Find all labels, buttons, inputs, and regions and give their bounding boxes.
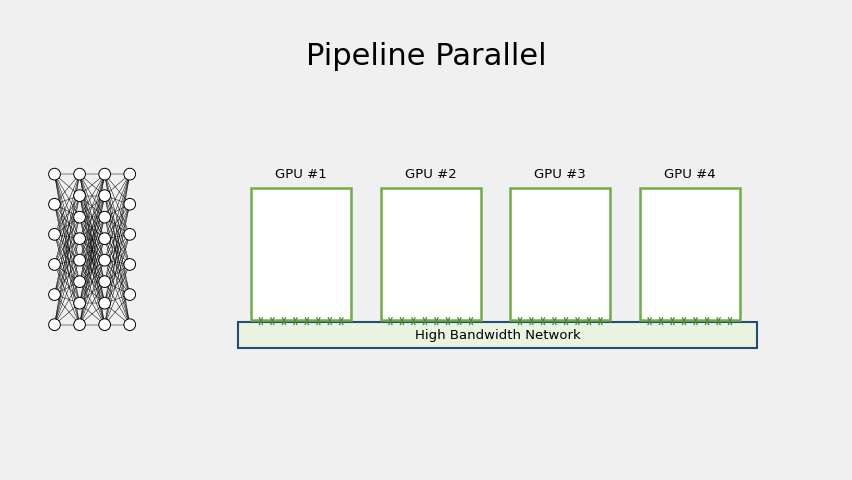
Ellipse shape bbox=[73, 211, 85, 223]
Ellipse shape bbox=[73, 190, 85, 202]
Ellipse shape bbox=[99, 319, 111, 331]
Ellipse shape bbox=[73, 276, 85, 288]
Ellipse shape bbox=[49, 288, 60, 300]
Ellipse shape bbox=[73, 168, 85, 180]
Ellipse shape bbox=[124, 319, 135, 331]
Ellipse shape bbox=[124, 168, 135, 180]
Ellipse shape bbox=[73, 319, 85, 331]
Ellipse shape bbox=[99, 297, 111, 309]
Ellipse shape bbox=[49, 168, 60, 180]
Ellipse shape bbox=[73, 233, 85, 244]
Ellipse shape bbox=[99, 168, 111, 180]
Text: Pipeline Parallel: Pipeline Parallel bbox=[306, 42, 546, 72]
Text: GPU #3: GPU #3 bbox=[533, 168, 585, 181]
Ellipse shape bbox=[99, 254, 111, 266]
Text: GPU #4: GPU #4 bbox=[663, 168, 715, 181]
Ellipse shape bbox=[99, 190, 111, 202]
Bar bbox=[509, 188, 610, 320]
Ellipse shape bbox=[124, 288, 135, 300]
Ellipse shape bbox=[99, 211, 111, 223]
Ellipse shape bbox=[49, 319, 60, 331]
Ellipse shape bbox=[99, 233, 111, 244]
Ellipse shape bbox=[73, 297, 85, 309]
Ellipse shape bbox=[124, 259, 135, 270]
Ellipse shape bbox=[73, 254, 85, 266]
Bar bbox=[250, 188, 351, 320]
Ellipse shape bbox=[49, 228, 60, 240]
Ellipse shape bbox=[124, 228, 135, 240]
Bar bbox=[380, 188, 481, 320]
Text: GPU #2: GPU #2 bbox=[405, 168, 456, 181]
Bar bbox=[639, 188, 740, 320]
Text: High Bandwidth Network: High Bandwidth Network bbox=[414, 329, 579, 342]
Ellipse shape bbox=[49, 259, 60, 270]
Text: GPU #1: GPU #1 bbox=[275, 168, 326, 181]
Ellipse shape bbox=[99, 276, 111, 288]
Ellipse shape bbox=[49, 198, 60, 210]
Bar bbox=[239, 323, 756, 348]
Ellipse shape bbox=[124, 198, 135, 210]
